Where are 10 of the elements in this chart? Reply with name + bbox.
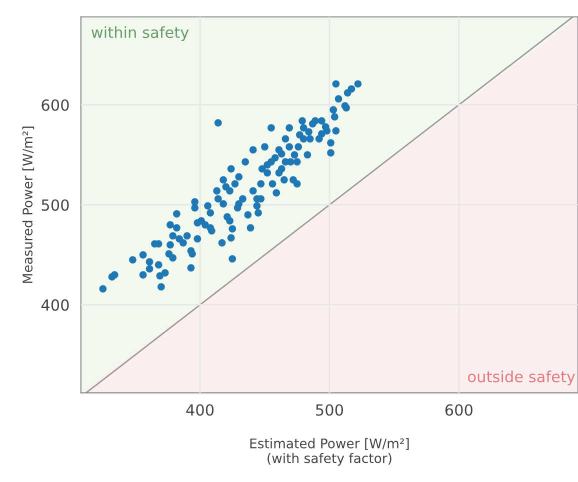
x-tick-label: 400 [186,404,214,416]
y-axis-title: Measured Power [W/m²] [22,126,34,283]
x-axis-title: Estimated Power [W/m²] (with safety factor) [250,438,409,466]
x-tick-label: 500 [316,404,344,416]
y-tick-label: 400 [41,299,69,311]
annotation: within safety [92,26,189,42]
y-tick-label: 500 [42,199,69,211]
x-tick-label: 600 [445,404,472,416]
y-tick-label: 600 [42,99,69,111]
annotation: outside safety [468,370,576,386]
